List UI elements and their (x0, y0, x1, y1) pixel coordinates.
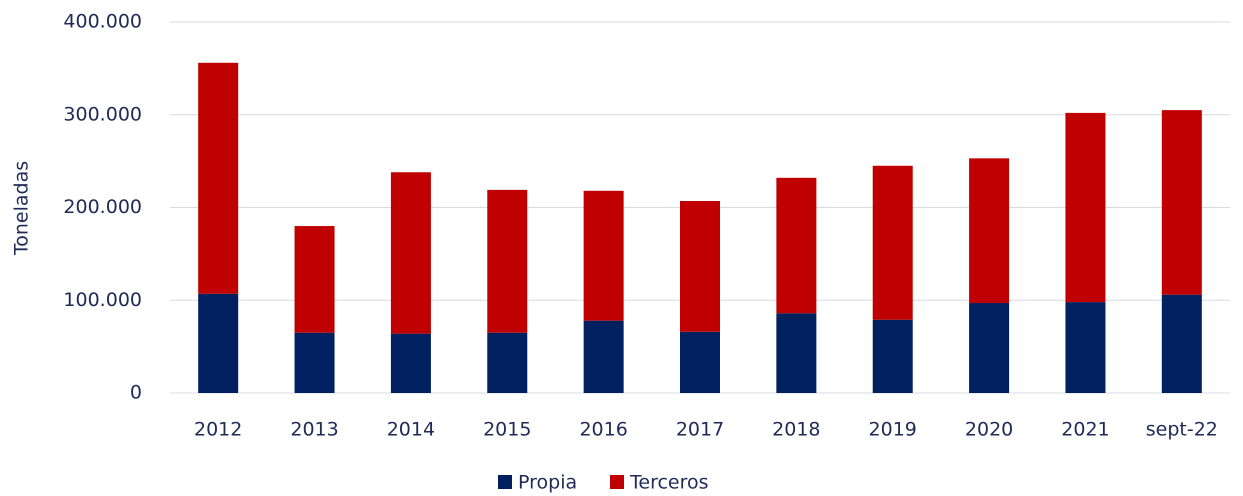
bar-segment (872, 165, 913, 320)
x-tick-label: 2014 (387, 419, 435, 441)
bar-segment (872, 319, 913, 393)
y-tick-label: 300.000 (63, 103, 142, 125)
bar-segment (583, 320, 624, 393)
bar-segment (487, 189, 528, 333)
legend-swatch (498, 475, 512, 489)
x-tick-label: 2015 (483, 419, 531, 441)
bar-segment (1065, 112, 1106, 303)
legend-swatch (610, 475, 624, 489)
bar-segment (776, 313, 817, 393)
y-tick-label: 0 (130, 382, 142, 404)
legend-label: Terceros (629, 472, 709, 494)
bar-segment (487, 332, 528, 393)
bar-segment (390, 172, 431, 334)
legend-label: Propia (518, 472, 577, 494)
y-tick-label: 400.000 (63, 11, 142, 33)
x-tick-label: 2016 (579, 419, 627, 441)
y-tick-label: 100.000 (63, 289, 142, 311)
bar-segment (1161, 294, 1202, 393)
x-tick-label: 2020 (965, 419, 1013, 441)
bar-segment (198, 62, 239, 294)
bar-segment (776, 177, 817, 314)
bar-segment (390, 333, 431, 393)
bar-segment (680, 331, 720, 393)
x-tick-label: 2021 (1061, 419, 1109, 441)
bar-segment (583, 190, 624, 321)
bar-segment (969, 158, 1010, 304)
x-tick-label: sept-22 (1146, 419, 1218, 441)
x-tick-label: 2013 (290, 419, 338, 441)
bar-segment (680, 201, 720, 332)
bar-segment (1065, 302, 1106, 393)
x-tick-label: 2017 (676, 419, 724, 441)
bar-segment (294, 226, 335, 333)
bar-segment (198, 293, 239, 393)
y-axis-label: Toneladas (11, 161, 33, 256)
x-tick-label: 2018 (772, 419, 820, 441)
bar-segment (1161, 110, 1202, 295)
bar-segment (294, 332, 335, 393)
x-tick-label: 2012 (194, 419, 242, 441)
y-tick-label: 200.000 (63, 196, 142, 218)
x-tick-label: 2019 (869, 419, 917, 441)
bar-segment (969, 303, 1010, 393)
